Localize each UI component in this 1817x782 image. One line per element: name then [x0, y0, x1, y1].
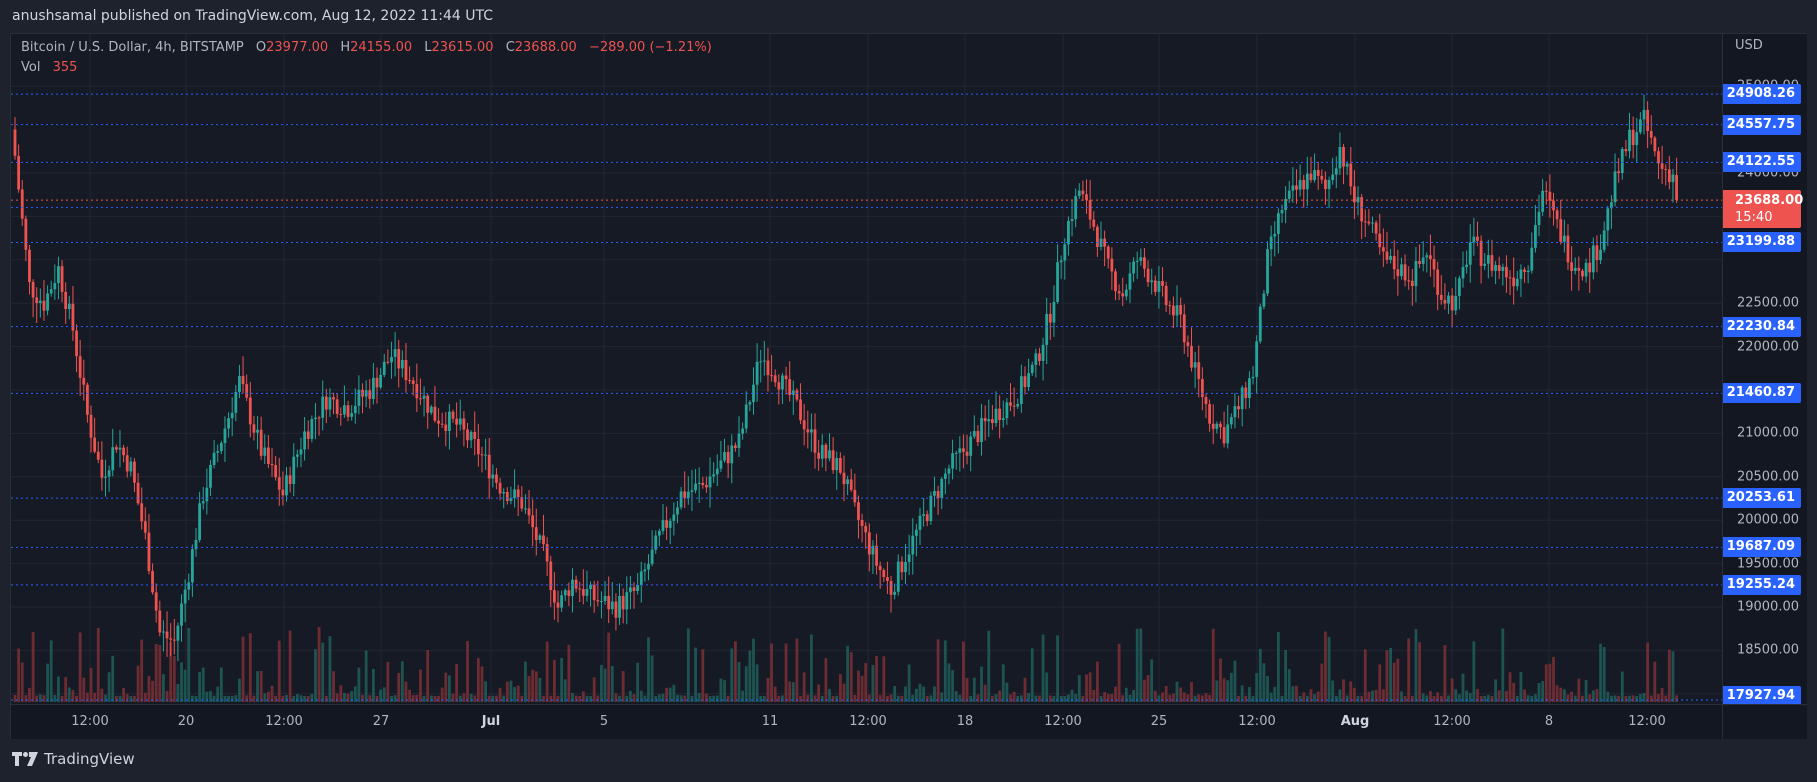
time-tick-label: 20	[177, 714, 195, 729]
level-price-tag[interactable]: 23199.88	[1723, 232, 1801, 253]
bar-countdown: 15:40	[1735, 210, 1773, 226]
time-tick-label: 27	[372, 714, 390, 729]
time-tick-label: 11	[761, 714, 779, 729]
chart-container[interactable]: Bitcoin / U.S. Dollar, 4h, BITSTAMP O239…	[10, 33, 1807, 739]
publisher-credit: anushsamal published on TradingView.com,…	[12, 8, 494, 24]
level-price-tag[interactable]: 20253.61	[1723, 488, 1801, 509]
time-tick-label: 25	[1150, 714, 1168, 729]
last-price-tag[interactable]: 23688.00 15:40	[1723, 190, 1804, 229]
time-tick-label: 12:00	[1433, 714, 1471, 729]
time-tick-label: 12:00	[1044, 714, 1082, 729]
open-value: 23977.00	[266, 40, 329, 55]
time-tick-label: 12:00	[849, 714, 887, 729]
time-tick-label: 12:00	[1628, 714, 1666, 729]
volume-value: 355	[52, 60, 78, 75]
price-axis[interactable]: USD 25000.0024000.0022500.0022000.002100…	[1722, 34, 1807, 706]
high-label: H	[340, 40, 351, 55]
level-price-tag[interactable]: 22230.84	[1723, 316, 1801, 337]
level-price-tag[interactable]: 19255.24	[1723, 574, 1801, 595]
symbol-title[interactable]: Bitcoin / U.S. Dollar, 4h, BITSTAMP	[21, 40, 244, 55]
brand-name: TradingView	[44, 750, 135, 768]
level-price-tag[interactable]: 24122.55	[1723, 152, 1801, 173]
time-tick-label: 18	[956, 714, 974, 729]
price-tick-label: 20500.00	[1736, 469, 1799, 485]
axis-corner	[1722, 704, 1807, 739]
time-tick-label: Aug	[1340, 714, 1370, 729]
close-value: 23688.00	[514, 40, 577, 55]
price-plot-area[interactable]: Bitcoin / U.S. Dollar, 4h, BITSTAMP O239…	[11, 34, 1722, 704]
price-tick-label: 19500.00	[1736, 556, 1799, 572]
price-tick-label: 18500.00	[1736, 642, 1799, 658]
low-label: L	[424, 40, 432, 55]
time-axis[interactable]: 12:00 20 12:00 27 Jul 5 11 12:00 18 12:00 25 12:00 A…	[11, 704, 1722, 739]
time-tick-label: 12:00	[265, 714, 303, 729]
open-label: O	[255, 40, 267, 55]
price-tick-label: 21000.00	[1736, 425, 1799, 441]
level-price-tag[interactable]: 24557.75	[1723, 114, 1801, 135]
level-price-tag[interactable]: 24908.26	[1723, 84, 1801, 105]
time-tick-label: Jul	[481, 714, 501, 729]
price-tick-label: 19000.00	[1736, 599, 1799, 615]
price-tick-label: 22000.00	[1736, 339, 1799, 355]
time-tick-label: 5	[599, 714, 609, 729]
low-value: 23615.00	[431, 40, 494, 55]
time-tick-label: 12:00	[1238, 714, 1276, 729]
volume-label[interactable]: Vol	[21, 60, 41, 75]
tradingview-logo-icon	[12, 752, 38, 766]
last-price-value: 23688.00	[1735, 193, 1804, 209]
tradingview-logo[interactable]: TradingView	[12, 750, 135, 768]
currency-label[interactable]: USD	[1735, 38, 1763, 53]
time-tick-label: 8	[1544, 714, 1554, 729]
high-value: 24155.00	[350, 40, 413, 55]
close-label: C	[505, 40, 515, 55]
price-tick-label: 22500.00	[1736, 295, 1799, 311]
chart-legend: Bitcoin / U.S. Dollar, 4h, BITSTAMP O239…	[21, 38, 712, 78]
level-price-tag[interactable]: 19687.09	[1723, 537, 1801, 558]
candlestick-chart[interactable]	[11, 34, 1722, 704]
time-tick-label: 12:00	[71, 714, 109, 729]
price-tick-label: 20000.00	[1736, 512, 1799, 528]
level-price-tag[interactable]: 17927.94	[1723, 686, 1801, 706]
change-value: −289.00 (−1.21%)	[588, 40, 712, 55]
level-price-tag[interactable]: 21460.87	[1723, 383, 1801, 404]
